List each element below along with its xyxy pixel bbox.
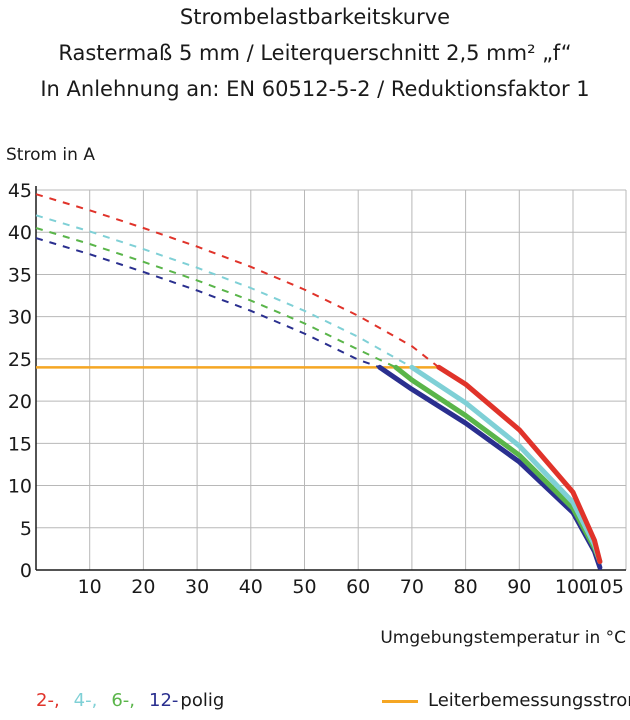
series-6-extrapolated-line <box>35 227 397 369</box>
legend-poles-suffix: polig <box>180 690 225 711</box>
x-axis-label: Umgebungstemperatur in °C <box>380 628 626 648</box>
chart-title: Strombelastbarkeitskurve <box>179 5 451 29</box>
y-tick-label: 20 <box>8 391 32 413</box>
series-12-extrapolated-line <box>35 237 381 369</box>
x-tick-label: 10 <box>78 576 102 598</box>
legend-entry-2: 2-, <box>36 690 60 711</box>
y-tick-label: 25 <box>8 349 32 371</box>
y-tick-label: 5 <box>20 518 32 540</box>
legend-rated-label: Leiterbemessungsstrom <box>428 690 630 711</box>
x-tick-label: 60 <box>346 576 370 598</box>
rated-current-swatch <box>382 699 418 703</box>
legend-entry-6: 6-, <box>111 690 136 711</box>
y-axis-label: Strom in A <box>6 145 95 165</box>
x-tick-label: 70 <box>400 576 424 598</box>
x-tick-label: 50 <box>292 576 316 598</box>
legend-entry-12: 12- <box>149 690 179 711</box>
x-tick-label: 80 <box>454 576 478 598</box>
y-tick-label: 35 <box>8 264 32 286</box>
x-tick-label: 90 <box>507 576 531 598</box>
y-tick-label: 45 <box>8 180 32 202</box>
series-12-line <box>377 364 603 570</box>
y-tick-label: 15 <box>8 433 32 455</box>
series-2-extrapolated-line <box>35 193 440 369</box>
series-4-extrapolated-line <box>35 214 413 369</box>
legend-rated-current: Leiterbemessungsstrom <box>382 690 630 712</box>
legend-poles: 2-, 4-, 6-, 12- polig <box>36 690 224 712</box>
y-tick-label: 10 <box>8 476 32 498</box>
y-tick-label: 30 <box>8 307 32 329</box>
legend-entry-4: 4-, <box>73 690 98 711</box>
x-tick-label: 20 <box>131 576 155 598</box>
x-tick-label: 30 <box>185 576 209 598</box>
y-tick-label: 0 <box>20 560 32 582</box>
series-2-line <box>436 364 603 565</box>
x-tick-label: 105 <box>588 576 624 598</box>
x-tick-label: 40 <box>239 576 263 598</box>
x-tick-label: 100 <box>555 576 591 598</box>
chart-subtitle-2: In Anlehnung an: EN 60512-5-2 / Reduktio… <box>40 77 590 101</box>
y-tick-label: 40 <box>8 222 32 244</box>
chart-subtitle-1: Rastermaß 5 mm / Leiterquerschnitt 2,5 m… <box>58 41 572 65</box>
